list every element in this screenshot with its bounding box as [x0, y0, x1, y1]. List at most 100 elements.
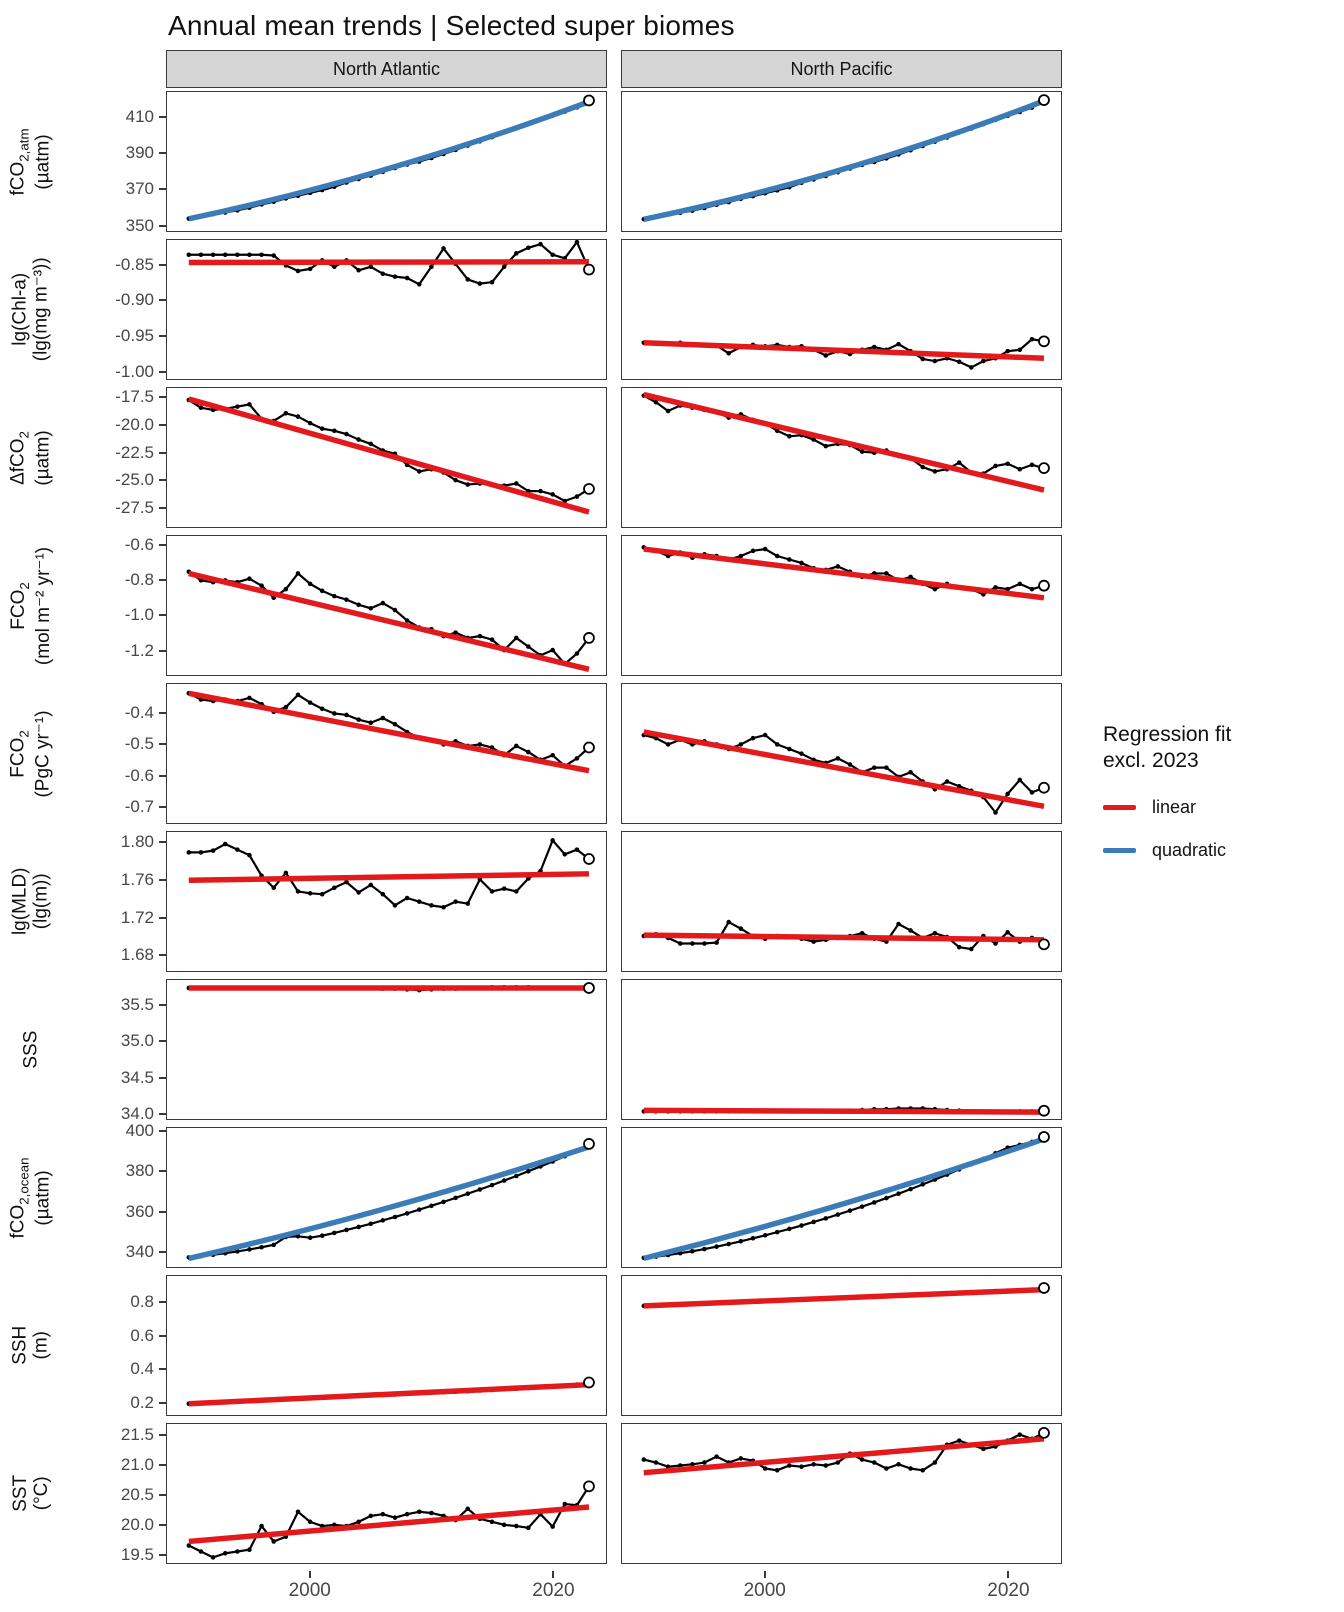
x-tick-label: 2000 [288, 1580, 331, 1601]
y-axis-title: FCO2 (mol m⁻² yr⁻¹) [8, 547, 54, 665]
data-point [702, 1246, 707, 1252]
data-point [1005, 791, 1010, 797]
data-point [392, 607, 398, 613]
y-axis-title-unit: (PgC yr⁻¹) [32, 710, 54, 798]
y-axis-title-subscript: 2 [16, 581, 32, 590]
y-tick-mark [159, 711, 166, 714]
data-point [441, 246, 446, 251]
y-tick-label: 21.5 [120, 1425, 154, 1445]
data-point [295, 692, 301, 698]
data-point [726, 919, 732, 925]
y-tick-mark [159, 1170, 166, 1173]
y-tick-label: 0.2 [130, 1392, 154, 1412]
data-point [1017, 466, 1023, 472]
facet-gap [607, 683, 621, 824]
data-point [787, 557, 792, 562]
data-point [811, 1462, 816, 1467]
data-point [993, 941, 998, 946]
y-tick-label: 34.5 [120, 1067, 154, 1087]
data-point [799, 560, 804, 566]
y-tick-label: 350 [125, 215, 154, 235]
data-point [908, 770, 913, 775]
data-point [368, 1513, 374, 1519]
data-point [835, 1460, 841, 1465]
y-axis-title: SSH (m) [10, 1326, 53, 1365]
linear-fit-line [643, 932, 1045, 943]
data-point [1029, 336, 1035, 342]
y-axis-title-cell: SSS [0, 979, 62, 1120]
y-tick-label: -25.0 [115, 470, 154, 490]
data-point [380, 271, 386, 277]
data-point [665, 742, 671, 747]
data-point [489, 889, 495, 894]
data-point [404, 895, 410, 901]
data-point [1029, 790, 1035, 795]
panel-plot [641, 94, 1050, 222]
data-point [526, 749, 531, 755]
y-axis-title-text: SSH [9, 1326, 31, 1366]
y-tick-label: 20.5 [120, 1485, 154, 1505]
y-tick-label: -0.8 [124, 570, 154, 590]
data-point [247, 1547, 252, 1553]
data-point [295, 571, 301, 576]
y-axis-title: lg(Chl-a) (lg(mg m⁻³)) [10, 258, 53, 362]
data-line [188, 399, 590, 503]
final-point-open-marker [1038, 579, 1050, 592]
y-axis-title-unit: (mol m⁻² yr⁻¹) [32, 546, 54, 665]
data-point [356, 890, 361, 895]
facet-row-6: SSS 35.5 35.0 34.5 34.0 [0, 979, 1344, 1123]
panel-north-atlantic-row8 [166, 1275, 607, 1417]
data-point [380, 600, 386, 606]
data-point [981, 1446, 986, 1452]
data-point [453, 477, 458, 483]
y-tick-mark [159, 152, 166, 155]
y-axis-title-name: SSH [10, 1326, 31, 1365]
y-tick-label: 370 [125, 179, 154, 199]
data-point [501, 886, 507, 891]
y-axis-title-text: SST [9, 1475, 31, 1513]
data-point [799, 1464, 804, 1469]
y-tick-label: 380 [125, 1161, 154, 1181]
y-axis-title-name: FCO2 [8, 547, 33, 665]
data-point [307, 581, 313, 587]
data-point [368, 720, 374, 726]
y-tick-label: -27.5 [115, 498, 154, 518]
linear-fit-line [643, 1436, 1045, 1476]
facet-gap [607, 979, 621, 1120]
y-tick-mark [159, 1003, 166, 1006]
data-point [738, 926, 744, 931]
data-point [823, 1463, 829, 1468]
y-axis-title-name: fCO2,atm [8, 128, 33, 195]
data-point [526, 1168, 531, 1174]
y-tick-label: -0.6 [124, 534, 154, 554]
facet-row-3: FCO2 (mol m⁻² yr⁻¹) -0.6 -0.8 -1.0 -1.2 [0, 534, 1344, 677]
data-line [643, 1135, 1045, 1259]
data-point [835, 564, 841, 569]
x-axis-north-pacific: 2000 2020 [621, 1571, 1062, 1612]
legend-item-label: linear [1152, 796, 1197, 817]
quadratic-fit-line [643, 1136, 1045, 1262]
panel-north-pacific-row8 [621, 1275, 1062, 1417]
data-point [920, 1182, 926, 1187]
facet-row-0: fCO2,atm (µatm) 410 390 370 350 [0, 91, 1344, 235]
data-point [787, 746, 792, 752]
data-point [489, 1519, 495, 1525]
facet-gap [607, 1423, 621, 1564]
spacer [0, 50, 62, 88]
data-point [380, 1218, 386, 1223]
data-point [307, 700, 313, 705]
data-point [896, 921, 901, 927]
y-axis-title-unit: (µatm) [32, 430, 54, 486]
data-series [186, 838, 590, 910]
data-point [501, 1522, 507, 1528]
legend: Regression fit excl. 2023 linear quadrati… [1103, 722, 1338, 861]
data-point [465, 1506, 471, 1512]
data-point [392, 1214, 398, 1220]
data-point [222, 1551, 228, 1556]
y-tick-mark [159, 1554, 166, 1557]
data-point [884, 765, 889, 770]
data-point [514, 635, 519, 641]
data-point [477, 281, 483, 286]
y-tick-label: 1.68 [120, 945, 154, 965]
y-axis-title-name: fCO2,ocean [8, 1157, 33, 1238]
